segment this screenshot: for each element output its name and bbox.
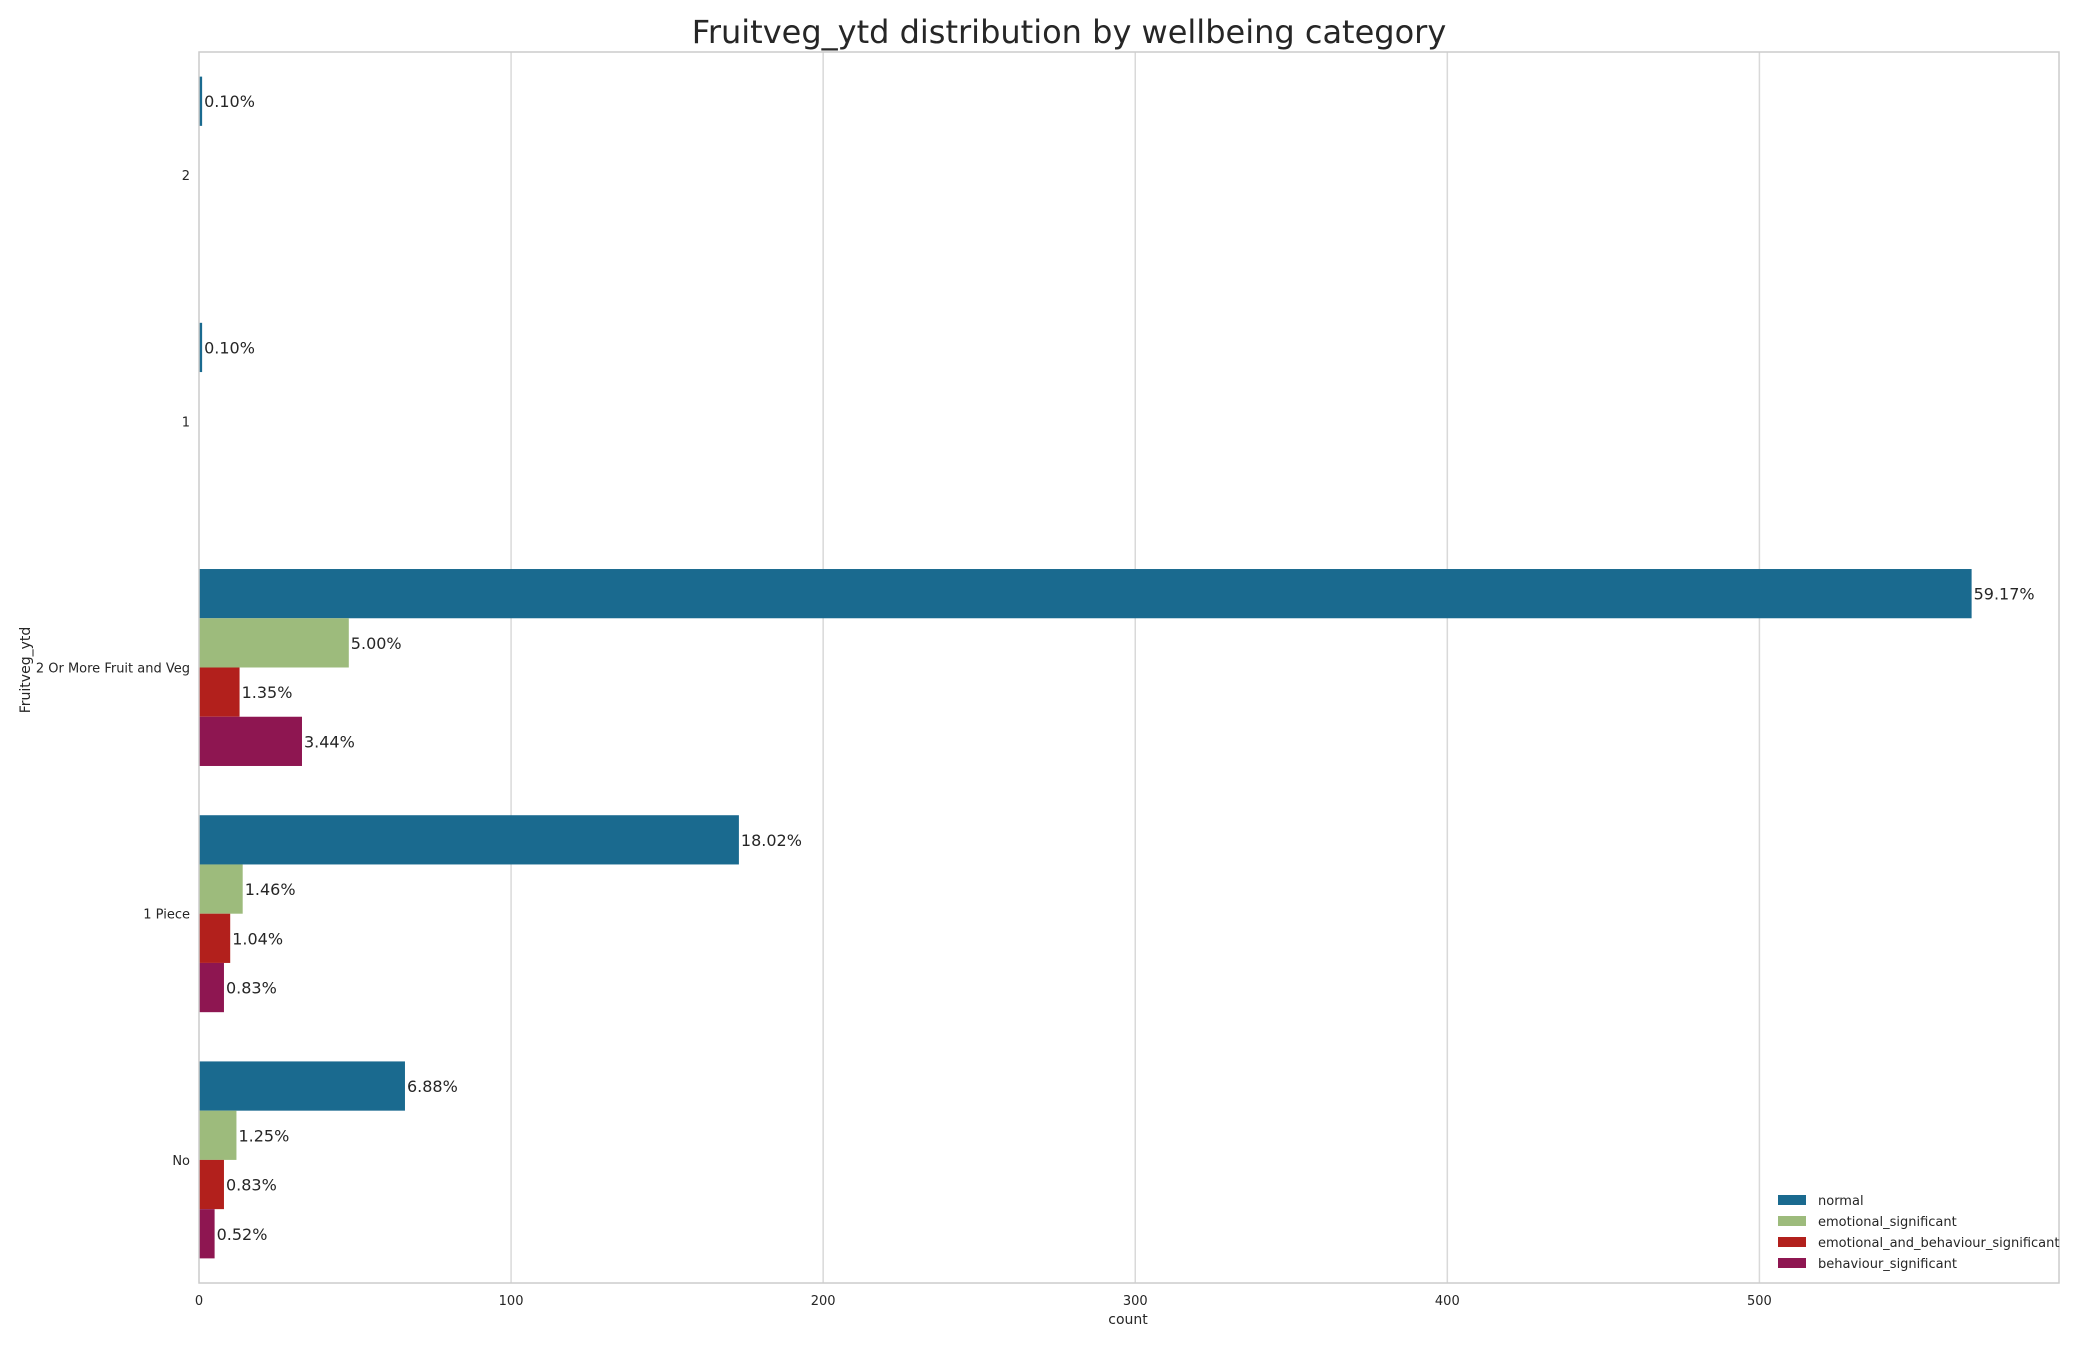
y-tick-label: No: [172, 1154, 190, 1169]
data-label: 5.00%: [351, 634, 402, 653]
data-label: 18.02%: [741, 831, 802, 850]
bar: [199, 322, 203, 373]
x-tick-label: 400: [1435, 1294, 1460, 1309]
bar: [199, 815, 739, 865]
bar: [199, 76, 203, 126]
data-label: 0.10%: [204, 92, 255, 111]
y-tick-label: 2: [182, 169, 190, 184]
data-label: 0.52%: [217, 1225, 268, 1244]
y-tick-label: 2 Or More Fruit and Veg: [36, 662, 190, 677]
y-tick-label: 1 Piece: [143, 908, 190, 923]
bar: [199, 1061, 405, 1111]
tick-labels: 0 100 200 300 400 500 2 1 2 Or More Fruit and Ve…: [36, 169, 1772, 1309]
data-label: 3.44%: [304, 732, 355, 751]
y-axis-label: Fruitveg_ytd: [18, 627, 34, 714]
legend-swatch: [1778, 1258, 1806, 1268]
bar: [199, 667, 240, 717]
data-label: 0.83%: [226, 979, 277, 998]
x-tick-label: 100: [499, 1294, 524, 1309]
grid: [510, 52, 1761, 1283]
data-label: 0.83%: [226, 1176, 277, 1195]
data-label: 1.25%: [238, 1126, 289, 1145]
x-axis-label: count: [1108, 1312, 1148, 1328]
legend-swatch: [1778, 1237, 1806, 1247]
chart-title: Fruitveg_ytd distribution by wellbeing c…: [692, 13, 1447, 51]
plot-frame: [198, 51, 2060, 1284]
bar: [199, 864, 243, 914]
legend-label: emotional_significant: [1818, 1215, 1957, 1230]
legend-swatch: [1778, 1195, 1806, 1205]
x-tick-label: 500: [1747, 1294, 1772, 1309]
bars: [199, 76, 1972, 1259]
legend-label: behaviour_significant: [1818, 1257, 1957, 1272]
bar: [199, 1110, 237, 1160]
legend-swatch: [1778, 1216, 1806, 1226]
data-label: 1.35%: [242, 683, 293, 702]
legend-label: normal: [1818, 1194, 1864, 1209]
bar: [199, 618, 349, 668]
x-tick-label: 0: [195, 1294, 203, 1309]
x-tick-label: 300: [1123, 1294, 1148, 1309]
bar: [199, 1159, 224, 1210]
data-label: 6.88%: [407, 1077, 458, 1096]
bar: [199, 569, 1972, 619]
data-labels: 0.10% 0.10% 59.17% 18.02% 6.88% 5.00% 1.46% 1.2…: [204, 92, 2035, 1244]
data-label: 0.10%: [204, 338, 255, 357]
data-label: 59.17%: [1974, 585, 2035, 604]
bar: [199, 913, 231, 963]
data-label: 1.04%: [232, 929, 283, 948]
x-tick-label: 200: [811, 1294, 836, 1309]
bar: [199, 716, 302, 766]
legend: normal emotional_significant emotional_and…: [1778, 1194, 2059, 1272]
bar: [199, 962, 224, 1013]
data-label: 1.46%: [245, 880, 296, 899]
legend-label: emotional_and_behaviour_significant: [1818, 1236, 2059, 1251]
y-tick-label: 1: [182, 415, 190, 430]
bar: [199, 1209, 215, 1259]
